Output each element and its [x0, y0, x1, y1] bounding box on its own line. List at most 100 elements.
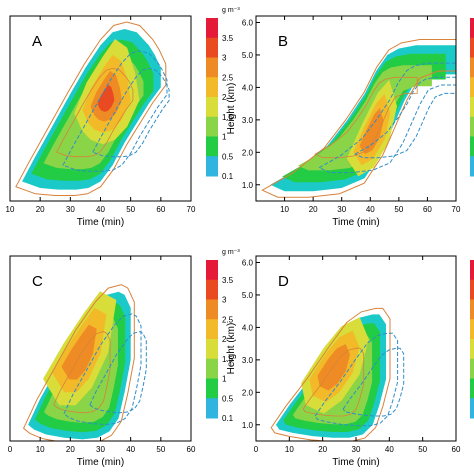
- colorbar-tick-label: 2: [222, 93, 227, 102]
- colorbar-tick-label: 3.5: [222, 34, 234, 43]
- x-axis-label: Time (min): [77, 217, 124, 228]
- x-tick-label: 10: [285, 445, 294, 454]
- colorbar-tick-label: 2.5: [222, 315, 234, 324]
- colorbar-tick-label: 3.5: [222, 276, 234, 285]
- plot-area: [270, 307, 405, 441]
- colorbar-swatch: [470, 398, 474, 419]
- colorbar: g m⁻³ 3.5 3 2.5 2 1.5 1 0.5 0.1: [206, 7, 240, 181]
- x-tick-label: 70: [452, 205, 461, 214]
- plot-area: [22, 284, 147, 441]
- y-tick-label: 3.0: [242, 356, 254, 365]
- plot-area: [15, 21, 170, 196]
- colorbar-swatch: [470, 77, 474, 98]
- x-tick-label: 50: [418, 445, 427, 454]
- x-tick-label: 30: [96, 445, 105, 454]
- colorbar-tick-label: 0.5: [222, 394, 234, 403]
- colorbar-swatch: [470, 18, 474, 39]
- colorbar-swatch: [470, 116, 474, 137]
- y-tick-label: 6.0: [242, 18, 254, 27]
- x-tick-label: 60: [423, 205, 432, 214]
- x-tick-label: 20: [66, 445, 75, 454]
- x-tick-label: 40: [96, 205, 105, 214]
- y-tick-label: 2.0: [242, 148, 254, 157]
- colorbar-swatch: [206, 260, 218, 281]
- panel-label: A: [32, 33, 42, 50]
- x-tick-label: 20: [318, 445, 327, 454]
- panel-b: B 10 20 30 40 50 60 70 Time (min) 1.0 2.0 3.0 4.0 5.0…: [226, 15, 474, 228]
- y-tick-label: 1.0: [242, 181, 254, 190]
- x-tick-label: 20: [36, 205, 45, 214]
- colorbar-swatch: [470, 97, 474, 118]
- colorbar-swatch: [470, 136, 474, 157]
- y-tick-label: 2.0: [242, 388, 254, 397]
- colorbar-tick-label: 0.1: [222, 172, 234, 181]
- x-tick-label: 60: [187, 445, 196, 454]
- panel-a: A 10 20 30 40 50 60 70 Time (min) g m⁻³ 3.5 3 2.5 2 1.…: [6, 7, 241, 228]
- colorbar-tick-label: 1: [222, 375, 227, 384]
- x-tick-label: 30: [66, 205, 75, 214]
- x-tick-label: 30: [337, 205, 346, 214]
- x-tick-label: 0: [8, 445, 13, 454]
- colorbar-swatch: [470, 358, 474, 379]
- colorbar-swatch: [206, 378, 218, 399]
- panel-c: C 0 10 20 30 40 50 60 Time (min) g m⁻³ 3.5 3 2.5 2 1.5…: [8, 249, 241, 468]
- colorbar: [470, 18, 474, 177]
- x-axis-label: Time (min): [332, 217, 379, 228]
- contour-negative: [62, 50, 168, 172]
- colorbar-swatch: [206, 116, 218, 137]
- colorbar: [470, 260, 474, 419]
- x-tick-label: 40: [126, 445, 135, 454]
- colorbar-swatch: [470, 37, 474, 58]
- colorbar-tick-label: 1.5: [222, 355, 234, 364]
- x-tick-label: 40: [366, 205, 375, 214]
- contour-positive: [302, 347, 365, 417]
- contour-negative: [89, 331, 147, 414]
- contour-negative: [354, 76, 456, 159]
- contour-positive: [314, 76, 418, 159]
- colorbar-swatch: [206, 136, 218, 157]
- colorbar-swatch: [206, 57, 218, 78]
- colorbar-tick-label: 2.5: [222, 73, 234, 82]
- colorbar-swatch: [470, 156, 474, 177]
- colorbar-tick-label: 3: [222, 54, 227, 63]
- y-tick-label: 3.0: [242, 116, 254, 125]
- y-tick-label: 6.0: [242, 258, 254, 267]
- x-tick-label: 50: [126, 205, 135, 214]
- colorbar-swatch: [470, 339, 474, 360]
- fill-band-3: [359, 107, 384, 155]
- y-tick-label: 4.0: [242, 323, 254, 332]
- x-axis-label: Time (min): [332, 457, 379, 468]
- fill-band-3-5: [97, 84, 115, 112]
- colorbar-tick-label: 0.1: [222, 414, 234, 423]
- contour-negative: [318, 62, 456, 174]
- colorbar-tick-label: 1.5: [222, 113, 234, 122]
- y-axis-label: Height (km): [226, 323, 237, 375]
- x-tick-label: 50: [156, 445, 165, 454]
- contour-negative: [92, 67, 170, 158]
- y-tick-label: 5.0: [242, 291, 254, 300]
- x-tick-label: 50: [394, 205, 403, 214]
- x-tick-label: 20: [309, 205, 318, 214]
- colorbar-swatch: [470, 378, 474, 399]
- contour-positive: [270, 307, 391, 441]
- panel-label: D: [278, 273, 289, 290]
- contour-positive: [22, 284, 135, 441]
- colorbar-swatch: [206, 299, 218, 320]
- colorbar-unit: g m⁻³: [222, 249, 240, 256]
- x-tick-label: 60: [452, 445, 461, 454]
- colorbar-swatch: [206, 319, 218, 340]
- contour-negative: [314, 332, 399, 427]
- colorbar-tick-label: 1: [222, 133, 227, 142]
- x-tick-label: 40: [385, 445, 394, 454]
- colorbar-swatch: [206, 358, 218, 379]
- contour-positive: [261, 39, 456, 198]
- x-tick-label: 10: [36, 445, 45, 454]
- contour-positive: [53, 331, 111, 414]
- x-tick-label: 10: [280, 205, 289, 214]
- contour-positive: [15, 21, 167, 196]
- y-tick-label: 5.0: [242, 51, 254, 60]
- colorbar-swatch: [206, 37, 218, 58]
- colorbar: g m⁻³ 3.5 3 2.5 2 1.5 1 0.5 0.1: [206, 249, 240, 423]
- x-tick-label: 70: [187, 205, 196, 214]
